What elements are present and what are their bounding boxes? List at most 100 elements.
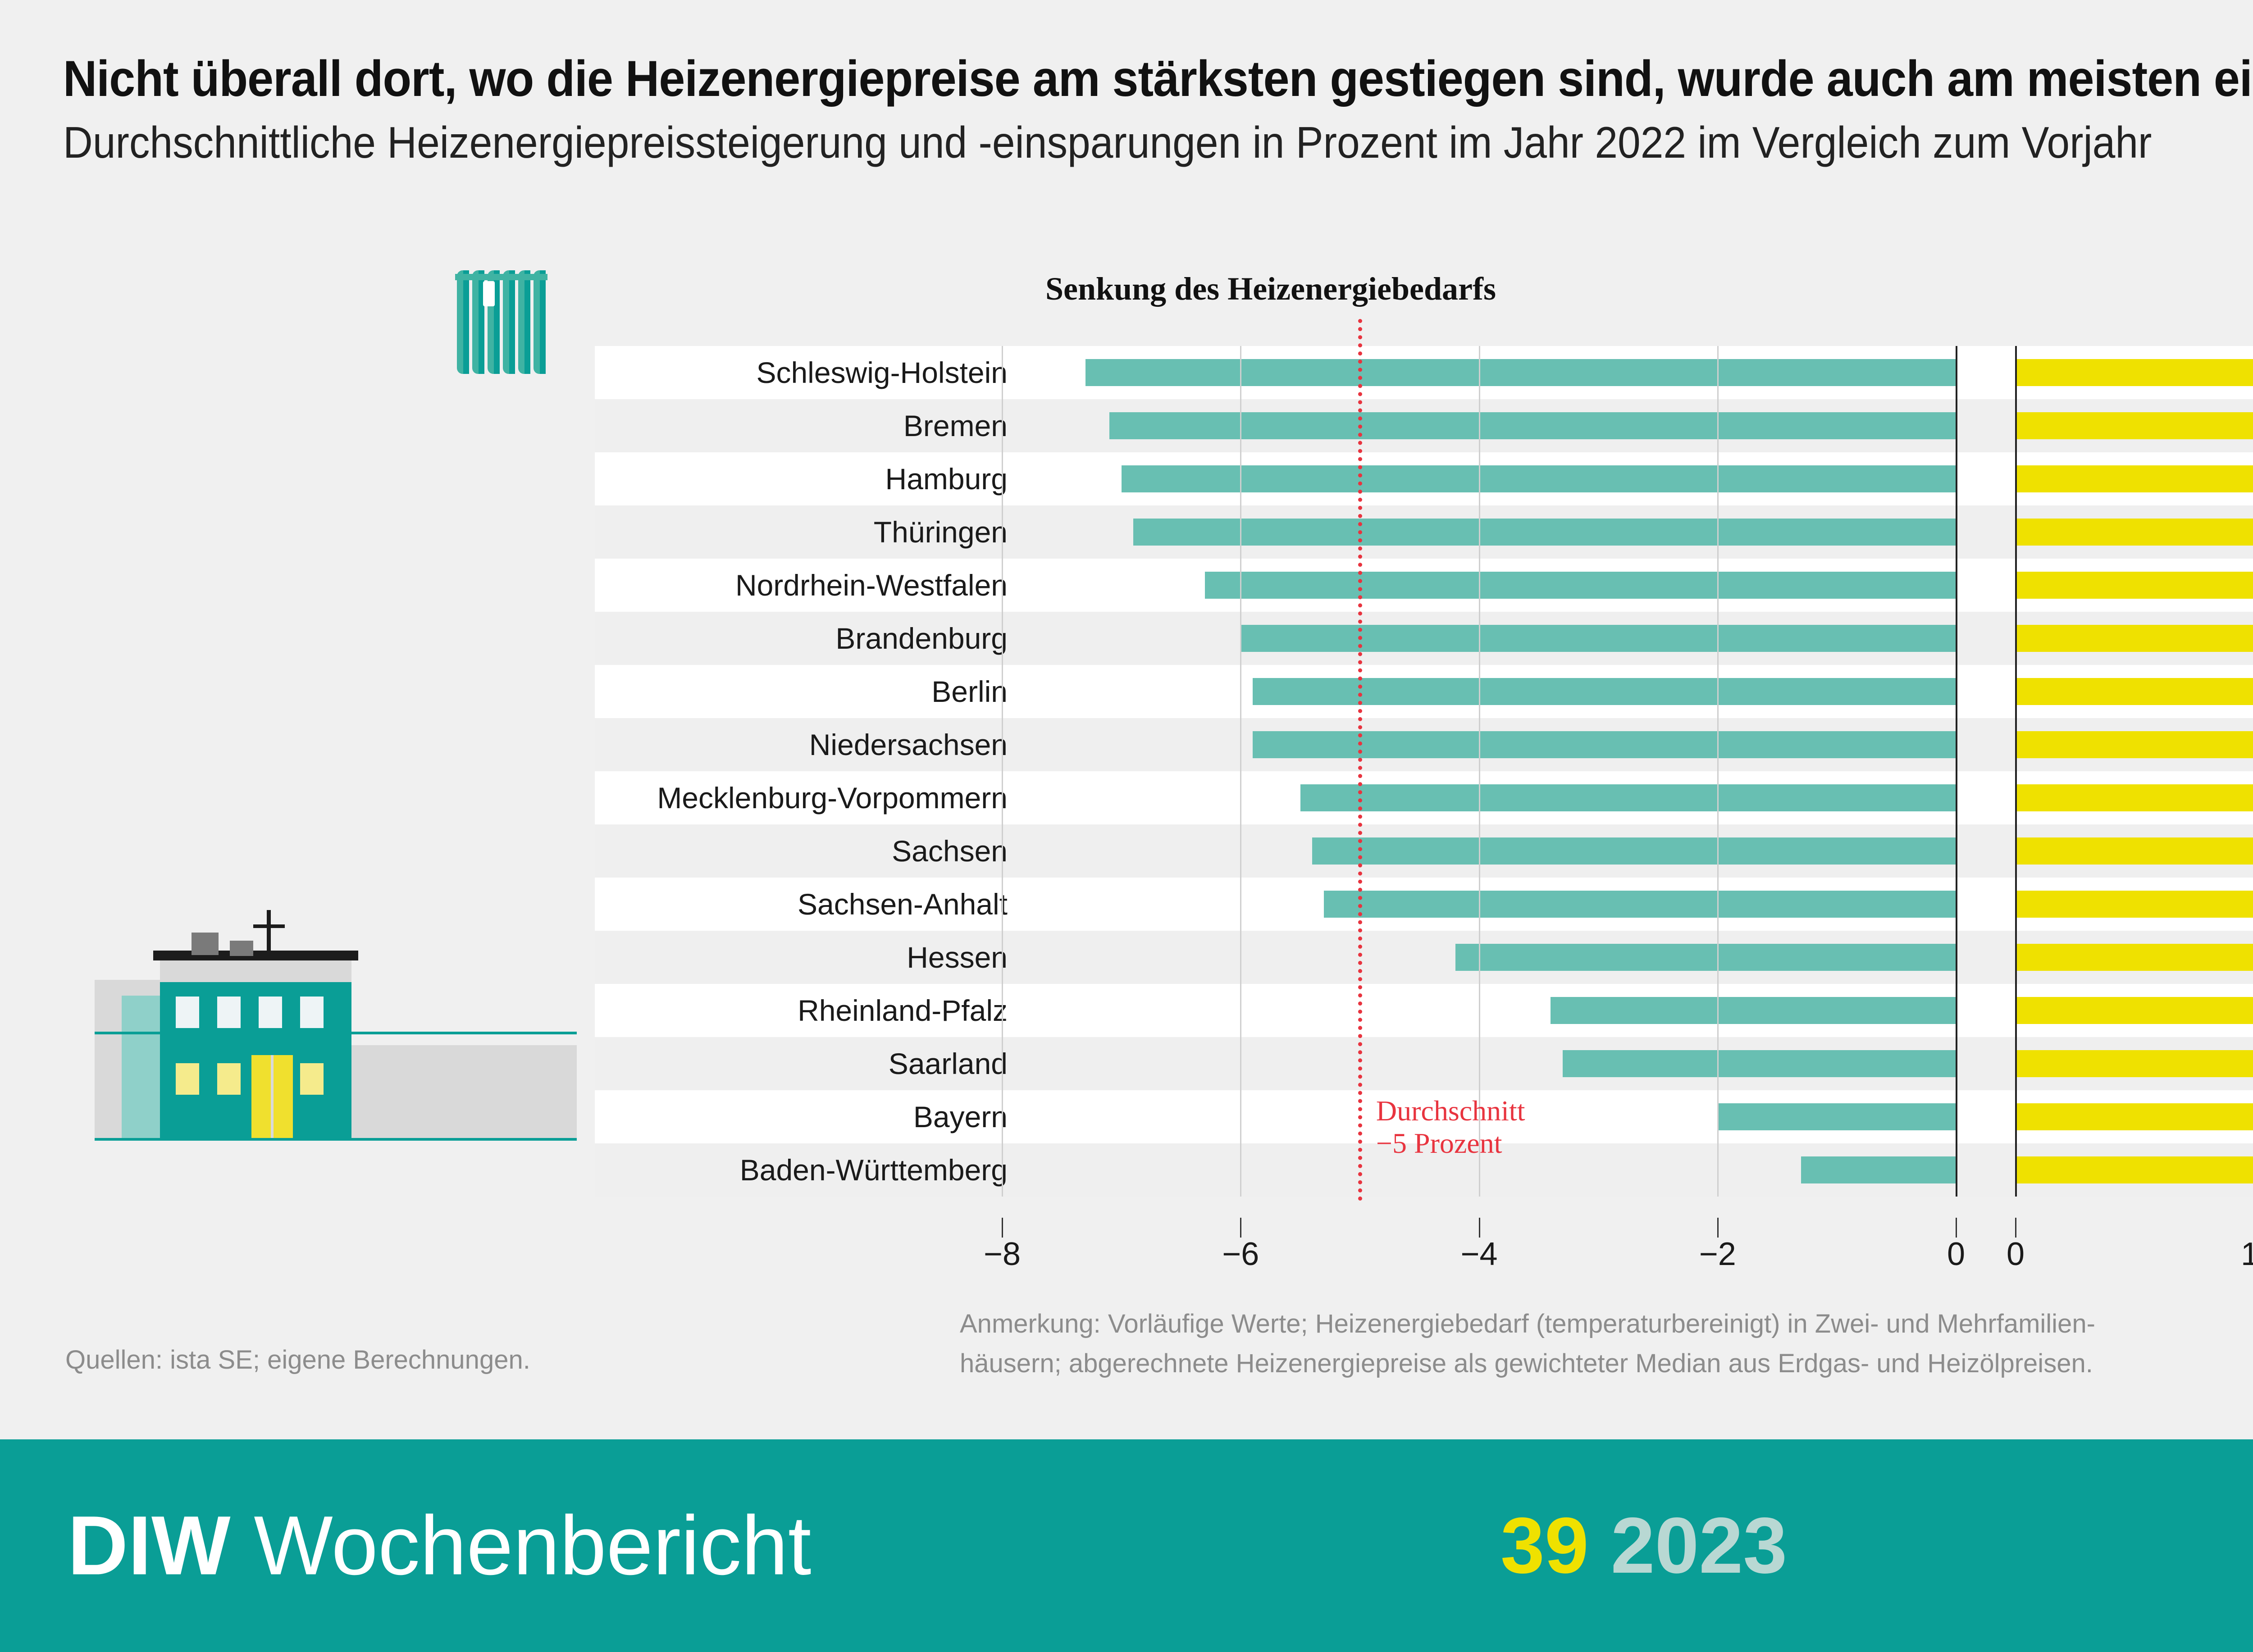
- bar-savings: [1312, 837, 1956, 865]
- chart-row-band: [595, 1037, 2253, 1090]
- average-annotation-left: Durchschnitt −5 Prozent: [1376, 1095, 1525, 1159]
- bar-price: [2016, 359, 2253, 386]
- bar-savings: [1121, 465, 1956, 492]
- footer-bar: DIW Wochenbericht 39 2023 DIW DIW BERLIN: [0, 1439, 2253, 1652]
- row-label: Bayern: [909, 1100, 1011, 1134]
- bar-savings: [1109, 412, 1956, 439]
- axis-tick: [1717, 1218, 1719, 1238]
- row-label-cell: Bremen: [451, 399, 1014, 452]
- axis-tick: [1240, 1218, 1242, 1238]
- row-label: Schleswig-Holstein: [753, 355, 1011, 390]
- sources-note: Quellen: ista SE; eigene Berechnungen.: [65, 1345, 530, 1374]
- bar-savings: [1252, 731, 1956, 758]
- row-label-cell: Bayern: [451, 1090, 1014, 1143]
- axis-tick: [1478, 1218, 1480, 1238]
- row-label-cell: Rheinland-Pfalz: [451, 984, 1014, 1037]
- brand-diw: DIW: [68, 1499, 231, 1593]
- row-label: Rheinland-Pfalz: [794, 993, 1011, 1028]
- bar-price: [2016, 944, 2253, 971]
- row-label-cell: Baden-Württemberg: [451, 1143, 1014, 1197]
- gridline: [1717, 346, 1719, 1197]
- average-reference-line: [1358, 319, 1362, 1201]
- row-label-cell: Schleswig-Holstein: [451, 346, 1014, 399]
- bar-savings: [1300, 784, 1956, 811]
- page-title: Nicht überall dort, wo die Heizenergiepr…: [63, 50, 2253, 107]
- row-label-cell: Niedersachsen: [451, 718, 1014, 771]
- bar-price: [2016, 678, 2253, 705]
- column-header-savings: Senkung des Heizenergiebedarfs: [1045, 271, 1496, 307]
- axis-row: −8−6−4−20015304560: [0, 1218, 2253, 1276]
- bar-savings: [1455, 944, 1956, 971]
- brand-wochenbericht: Wochenbericht: [230, 1499, 812, 1593]
- axis-tick-label: −4: [1460, 1236, 1498, 1272]
- bar-price: [2016, 731, 2253, 758]
- issue-year: 2023: [1610, 1502, 1788, 1590]
- issue-number: 39: [1500, 1502, 1589, 1590]
- row-label: Brandenburg: [832, 621, 1011, 655]
- bar-savings: [1717, 1103, 1956, 1130]
- row-label: Saarland: [885, 1047, 1011, 1081]
- chart-area: Senkung des Heizenergiebedarfs Preiserhö…: [0, 270, 2253, 1306]
- bar-price: [2016, 1103, 2253, 1130]
- axis-tick: [1002, 1218, 1003, 1238]
- apartment-building-icon: [95, 883, 577, 1153]
- issue-info: 39 2023: [1500, 1500, 1787, 1591]
- chart-row-band: [595, 931, 2253, 984]
- bar-savings: [1252, 678, 1956, 705]
- average-left-line1: Durchschnitt: [1376, 1095, 1525, 1127]
- methodology-note: Anmerkung: Vorläufige Werte; Heizenergie…: [960, 1304, 2095, 1383]
- bar-price: [2016, 784, 2253, 811]
- publication-brand: DIW Wochenbericht: [68, 1498, 811, 1594]
- bar-price: [2016, 1156, 2253, 1183]
- bar-price: [2016, 997, 2253, 1024]
- zero-axis-line: [1956, 346, 1957, 1197]
- average-left-line2: −5 Prozent: [1376, 1127, 1502, 1159]
- row-label-cell: Sachsen: [451, 824, 1014, 878]
- chart-row-band: [595, 1090, 2253, 1143]
- axis-tick-label: 15: [2240, 1236, 2253, 1272]
- bar-savings: [1562, 1050, 1956, 1077]
- row-label: Sachsen: [888, 834, 1011, 868]
- bar-savings: [1551, 997, 1956, 1024]
- axis-tick-label: −2: [1699, 1236, 1736, 1272]
- gridline: [1002, 346, 1003, 1197]
- row-label: Baden-Württemberg: [736, 1153, 1011, 1187]
- axis-tick: [2015, 1218, 2016, 1238]
- row-label-cell: Saarland: [451, 1037, 1014, 1090]
- axis-tick-label: −8: [983, 1236, 1021, 1272]
- gridline: [1240, 346, 1242, 1197]
- axis-tick-label: −6: [1222, 1236, 1259, 1272]
- methodology-note-line1: Anmerkung: Vorläufige Werte; Heizenergie…: [960, 1309, 2095, 1338]
- bar-price: [2016, 572, 2253, 599]
- gridline: [1478, 346, 1480, 1197]
- row-label-cell: Berlin: [451, 665, 1014, 718]
- bar-savings: [1241, 625, 1956, 652]
- row-label-cell: Nordrhein-Westfalen: [451, 559, 1014, 612]
- bar-price: [2016, 412, 2253, 439]
- row-label-cell: Mecklenburg-Vorpommern: [451, 771, 1014, 824]
- row-label: Bremen: [899, 409, 1011, 443]
- row-label: Berlin: [928, 674, 1011, 709]
- row-label: Thüringen: [870, 515, 1011, 549]
- bar-savings: [1801, 1156, 1956, 1183]
- bar-savings: [1085, 359, 1956, 386]
- zero-axis-line: [2015, 346, 2017, 1197]
- bar-price: [2016, 837, 2253, 865]
- radiator-icon: [455, 270, 615, 383]
- methodology-note-line2: häusern; abgerechnete Heizenergiepreise …: [960, 1349, 2093, 1379]
- row-label-cell: Sachsen-Anhalt: [451, 878, 1014, 931]
- row-label: Sachsen-Anhalt: [794, 887, 1011, 921]
- bar-savings: [1324, 891, 1956, 918]
- row-label-cell: Hessen: [451, 931, 1014, 984]
- row-label-cell: Brandenburg: [451, 612, 1014, 665]
- bar-price: [2016, 625, 2253, 652]
- axis-tick: [1956, 1218, 1957, 1238]
- row-label-cell: Thüringen: [451, 505, 1014, 559]
- row-label: Hamburg: [881, 462, 1011, 496]
- row-label: Niedersachsen: [805, 728, 1011, 762]
- bar-savings: [1204, 572, 1956, 599]
- bar-savings: [1133, 519, 1956, 546]
- axis-tick-label: 0: [2006, 1236, 2025, 1272]
- bar-price: [2016, 1050, 2253, 1077]
